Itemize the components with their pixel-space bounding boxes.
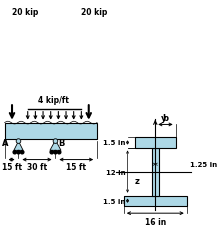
Bar — [5, 123, 97, 140]
Circle shape — [58, 151, 61, 154]
Text: 20 kip: 20 kip — [81, 8, 108, 17]
Text: 1.5 in: 1.5 in — [103, 198, 126, 204]
Text: 12 in: 12 in — [106, 169, 126, 175]
Bar — [152, 148, 159, 196]
Text: 1.25 in: 1.25 in — [190, 161, 217, 167]
Text: 15 ft: 15 ft — [66, 163, 86, 172]
Polygon shape — [14, 142, 23, 151]
Text: y: y — [161, 113, 166, 122]
Circle shape — [21, 151, 24, 154]
Circle shape — [17, 151, 20, 154]
Text: z: z — [134, 176, 139, 185]
Circle shape — [50, 151, 53, 154]
Bar — [135, 138, 176, 148]
Text: 16 in: 16 in — [145, 217, 166, 226]
Circle shape — [16, 139, 21, 144]
Text: 4 kip/ft: 4 kip/ft — [38, 96, 69, 105]
Text: A: A — [2, 139, 9, 148]
Text: B: B — [59, 139, 65, 148]
Circle shape — [54, 151, 57, 154]
Text: 1.5 in: 1.5 in — [103, 140, 126, 146]
Text: b: b — [162, 113, 168, 122]
Text: 20 kip: 20 kip — [12, 8, 38, 17]
Bar — [124, 196, 187, 206]
Polygon shape — [50, 141, 61, 151]
Text: 30 ft: 30 ft — [27, 163, 47, 172]
Text: 15 ft: 15 ft — [2, 163, 21, 172]
Circle shape — [53, 139, 58, 144]
Circle shape — [13, 151, 16, 154]
